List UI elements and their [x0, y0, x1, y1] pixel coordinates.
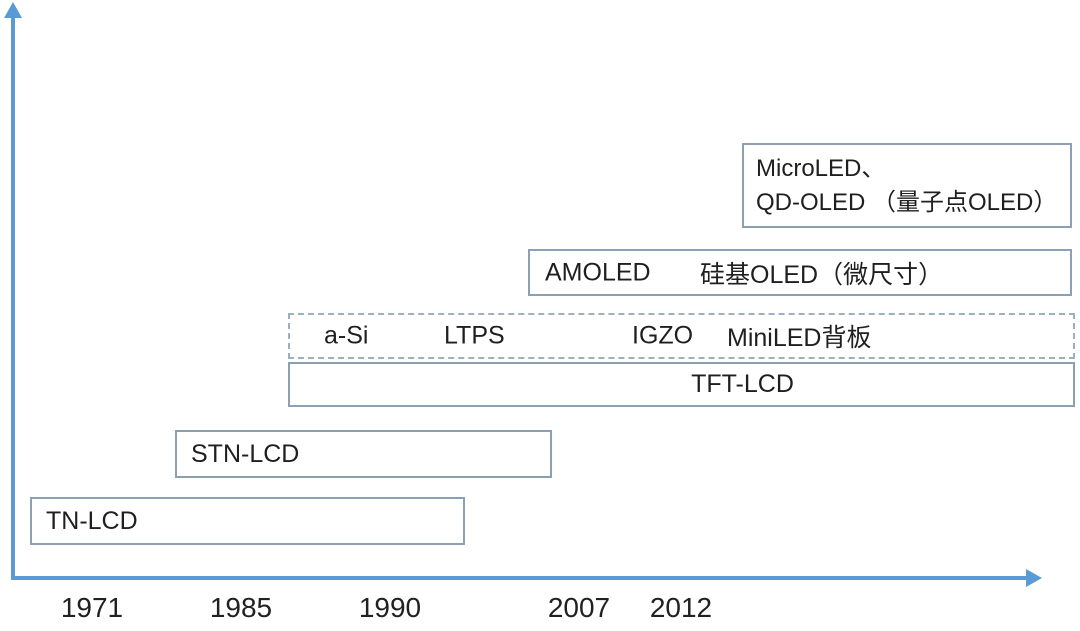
silicon-oled-label: 硅基OLED（微尺寸） [700, 260, 944, 289]
backplane-item-igzo: IGZO [632, 321, 694, 350]
year-tick-2007: 2007 [547, 592, 611, 623]
year-tick-1985: 1985 [209, 592, 273, 623]
backplane-dashed-box: a-Si LTPS IGZO MiniLED背板 [288, 313, 1075, 359]
tft-lcd-label: TFT-LCD [691, 370, 794, 398]
backplane-item-ltps: LTPS [444, 321, 505, 350]
stn-lcd-label: STN-LCD [191, 439, 300, 468]
year-tick-2012: 2012 [649, 592, 713, 623]
tn-lcd-box: TN-LCD [30, 497, 465, 545]
microled-label-line1: MicroLED、 [756, 155, 886, 182]
y-axis-arrow-icon [4, 2, 22, 18]
y-axis [11, 12, 15, 580]
stn-lcd-box: STN-LCD [175, 430, 552, 478]
tft-lcd-box: TFT-LCD [288, 362, 1075, 407]
amoled-label: AMOLED [545, 258, 651, 286]
microled-label-line2: QD-OLED （量子点OLED） [756, 189, 1058, 216]
backplane-item-miniled: MiniLED背板 [727, 324, 872, 352]
microled-box: MicroLED、 QD-OLED （量子点OLED） [742, 143, 1072, 228]
amoled-box: AMOLED 硅基OLED（微尺寸） [528, 249, 1072, 296]
tn-lcd-label: TN-LCD [46, 506, 138, 535]
x-axis-arrow-icon [1026, 569, 1042, 587]
x-axis [11, 576, 1027, 580]
backplane-item-a-si: a-Si [324, 321, 369, 350]
year-tick-1971: 1971 [60, 592, 124, 623]
year-tick-1990: 1990 [358, 592, 422, 623]
